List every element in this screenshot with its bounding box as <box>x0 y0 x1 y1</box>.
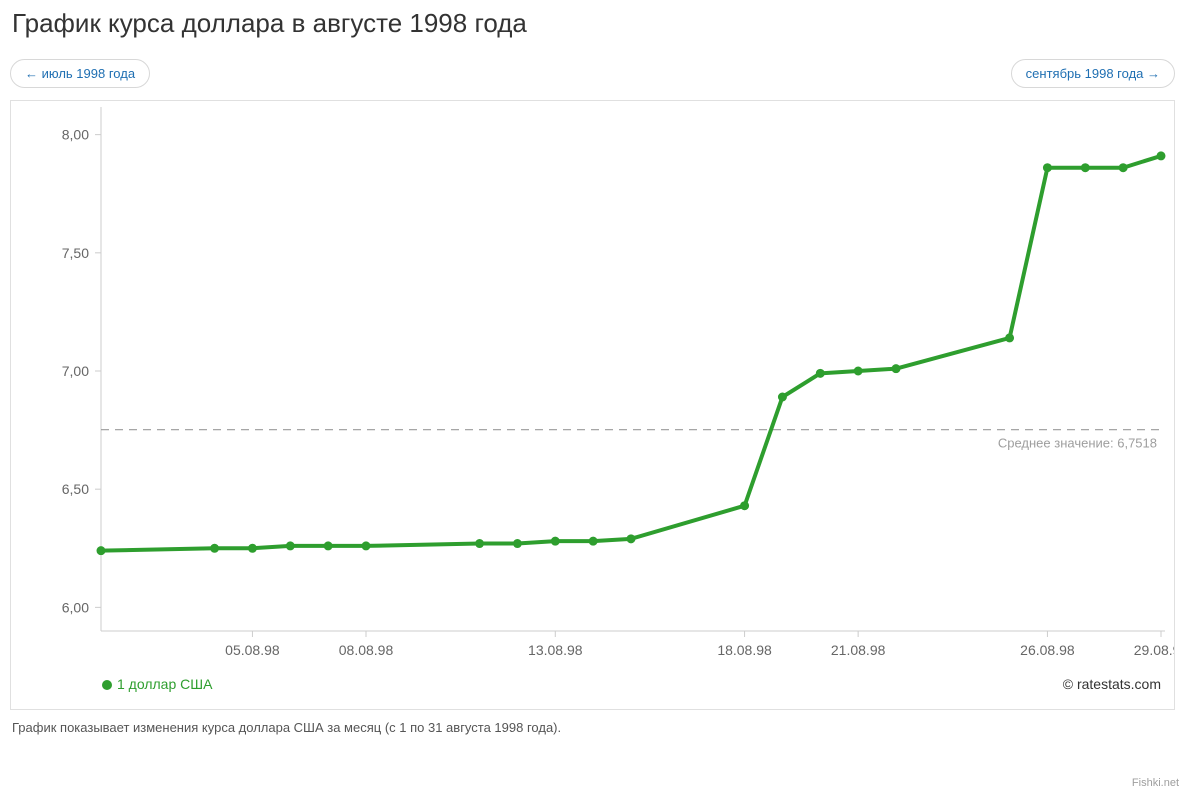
x-tick-label: 18.08.98 <box>717 642 772 658</box>
series-marker <box>362 542 370 550</box>
series-marker <box>324 542 332 550</box>
x-tick-label: 26.08.98 <box>1020 642 1075 658</box>
chart-copyright: © ratestats.com <box>1063 676 1161 692</box>
series-marker <box>589 537 597 545</box>
series-marker <box>248 544 256 552</box>
series-marker <box>1081 164 1089 172</box>
series-marker <box>97 547 105 555</box>
series-marker <box>211 544 219 552</box>
series-marker <box>513 540 521 548</box>
series-marker <box>816 369 824 377</box>
y-tick-label: 7,50 <box>62 245 89 261</box>
series-marker <box>778 393 786 401</box>
series-marker <box>741 502 749 510</box>
next-month-link[interactable]: сентябрь 1998 года → <box>1011 59 1175 88</box>
chart-container: 6,00 6,50 7,00 7,50 8,00 05.08.98 08.08.98 13.0… <box>10 100 1175 710</box>
prev-month-link[interactable]: ← июль 1998 года <box>10 59 150 88</box>
x-tick-label: 08.08.98 <box>339 642 394 658</box>
series-marker <box>1157 152 1165 160</box>
series-marker <box>476 540 484 548</box>
chart-caption: График показывает изменения курса доллар… <box>12 720 1173 735</box>
x-tick-label: 05.08.98 <box>225 642 280 658</box>
month-nav: ← июль 1998 года сентябрь 1998 года → <box>10 59 1175 88</box>
x-tick-label: 29.08.98 <box>1134 642 1174 658</box>
series-marker <box>627 535 635 543</box>
series-marker <box>1006 334 1014 342</box>
site-watermark: Fishki.net <box>1132 777 1179 789</box>
series-marker <box>1043 164 1051 172</box>
y-tick-label: 6,00 <box>62 599 89 615</box>
x-tick-label: 21.08.98 <box>831 642 886 658</box>
series-marker <box>854 367 862 375</box>
series-marker <box>892 365 900 373</box>
line-chart: 6,00 6,50 7,00 7,50 8,00 05.08.98 08.08.98 13.0… <box>11 101 1174 711</box>
y-tick-label: 6,50 <box>62 481 89 497</box>
series-marker <box>286 542 294 550</box>
y-tick-label: 7,00 <box>62 363 89 379</box>
x-tick-label: 13.08.98 <box>528 642 583 658</box>
page-title: График курса доллара в августе 1998 года <box>12 8 1175 39</box>
y-tick-label: 8,00 <box>62 127 89 143</box>
average-label: Среднее значение: 6,7518 <box>998 436 1157 451</box>
series-line <box>101 156 1161 551</box>
series-marker <box>551 537 559 545</box>
legend-label: 1 доллар США <box>117 676 213 692</box>
legend-marker <box>102 680 112 690</box>
series-marker <box>1119 164 1127 172</box>
